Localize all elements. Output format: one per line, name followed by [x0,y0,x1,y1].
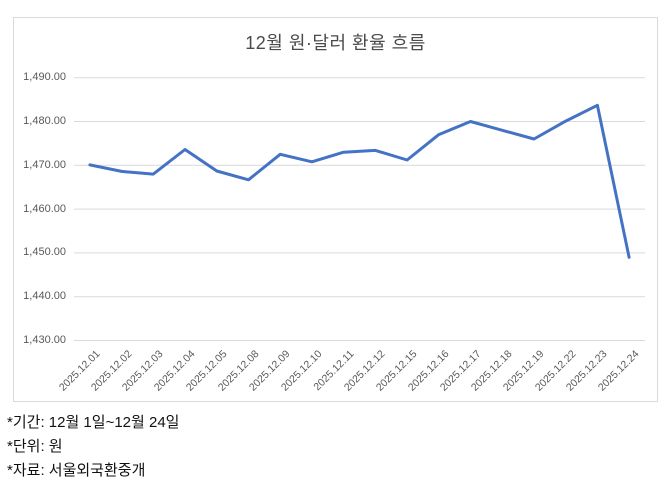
exchange-rate-chart: 12월 원·달러 환율 흐름 1,490.00 1,480.00 1,470.00 1… [13,17,658,402]
line-plot-area [74,77,645,341]
footnote-period: *기간: 12월 1일~12월 24일 [7,414,180,431]
chart-title: 12월 원·달러 환율 흐름 [245,33,426,53]
y-tick-label: 1,450.00 [23,246,66,259]
chart-footnotes: *기간: 12월 1일~12월 24일 *단위: 원 *자료: 서울외국환중개 [7,411,179,483]
y-tick-label: 1,470.00 [23,158,66,171]
y-tick-label: 1,430.00 [23,334,66,346]
footnote-unit: *단위: 원 [7,438,63,455]
y-tick-label: 1,490.00 [23,71,66,84]
y-tick-label: 1,440.00 [23,290,66,303]
y-tick-label: 1,460.00 [23,202,66,215]
y-tick-label: 1,480.00 [23,115,66,127]
footnote-source: *자료: 서울외국환중개 [7,462,146,479]
exchange-rate-series-line [88,103,631,259]
